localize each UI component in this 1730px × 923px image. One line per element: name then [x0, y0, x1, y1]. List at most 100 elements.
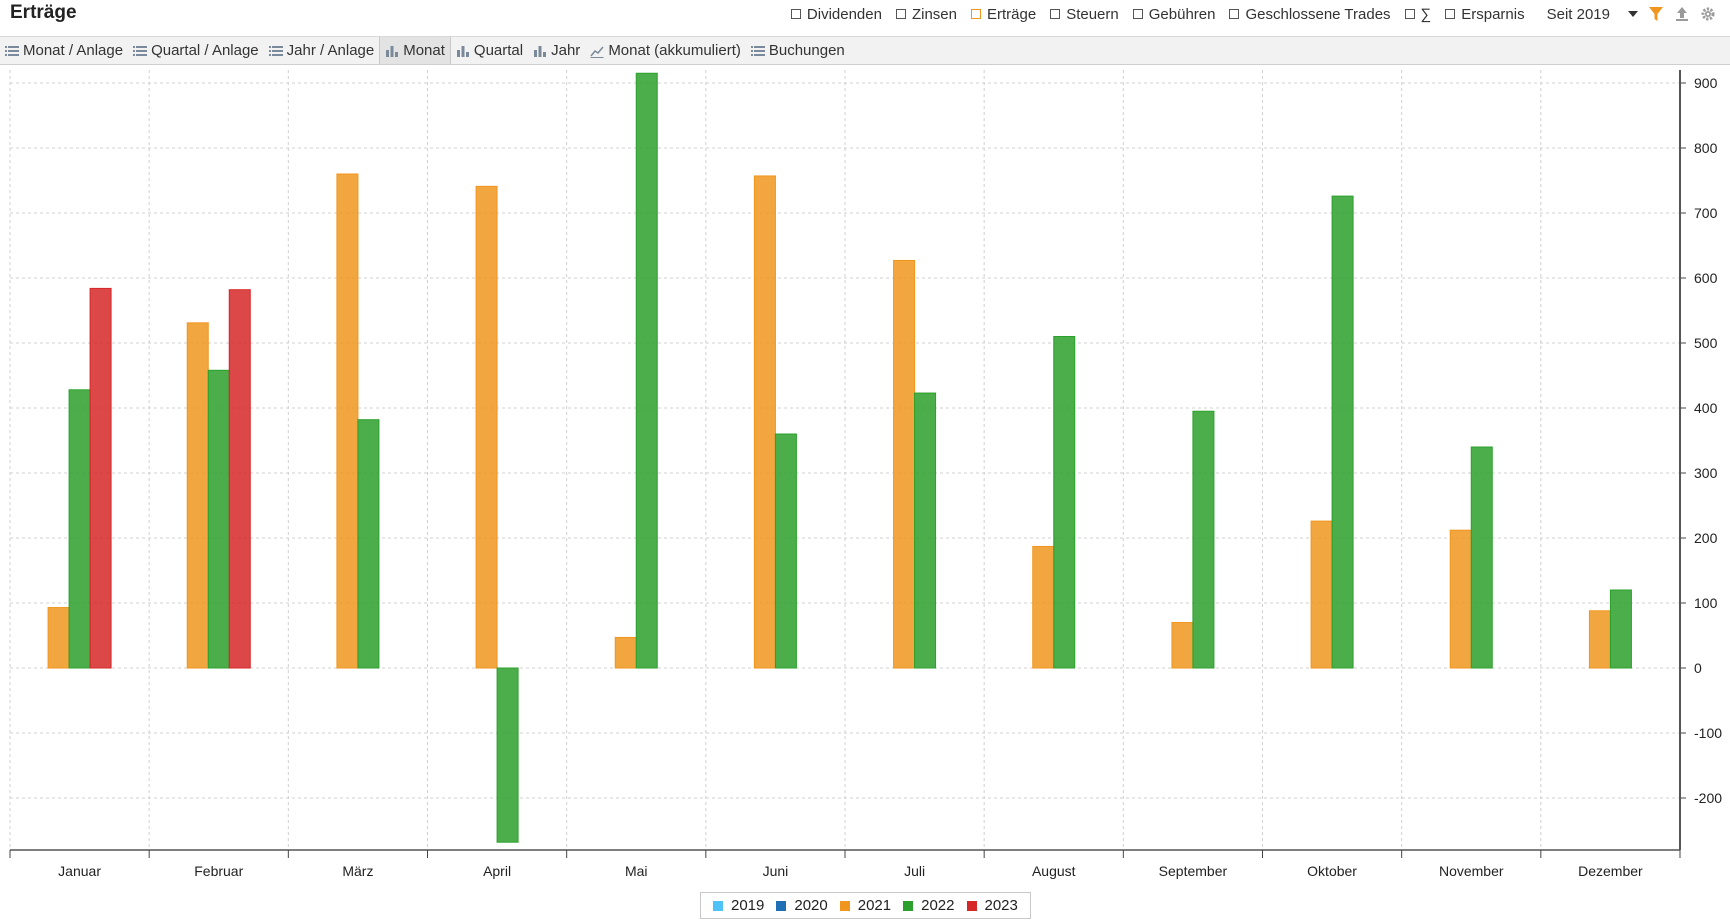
chart-legend: 2019 2020 2021 2022 2023	[700, 892, 1031, 919]
legend-label: 2019	[731, 897, 765, 914]
checkbox-dividenden[interactable]	[790, 9, 801, 19]
y-tick-label: 300	[1694, 465, 1718, 481]
legend-label: 2021	[857, 897, 892, 914]
bar-2023	[228, 289, 251, 669]
legend-item-2022[interactable]: 2022	[903, 897, 955, 914]
checkbox-steuern[interactable]	[1050, 9, 1061, 19]
bar-2022	[1053, 336, 1076, 669]
list-icon	[750, 45, 765, 56]
list-icon	[5, 45, 19, 56]
checkbox-zinsen[interactable]	[895, 9, 906, 19]
bar-2021	[475, 185, 498, 669]
tab-quartal-anlage[interactable]: Quartal / Anlage	[128, 37, 264, 64]
tab-monat-akkumuliert[interactable]: Monat (akkumuliert)	[585, 37, 746, 64]
legend-label: 2022	[921, 897, 955, 914]
legend-swatch	[839, 900, 850, 911]
x-tick-label: Mai	[625, 863, 648, 879]
x-tick-label: März	[342, 863, 373, 879]
bar-chart-icon	[456, 45, 469, 57]
x-tick-label: Januar	[58, 863, 101, 879]
tab-label: Jahr / Anlage	[286, 42, 375, 59]
filter-steuern[interactable]: Steuern	[1050, 6, 1119, 23]
tab-jahr-anlage[interactable]: Jahr / Anlage	[264, 37, 380, 64]
filter-ertraege[interactable]: Erträge	[971, 6, 1036, 23]
tab-label: Monat	[403, 42, 445, 59]
y-tick-label: 800	[1694, 140, 1718, 156]
view-tab-bar: Monat / Anlage Quartal / Anlage Jahr / A…	[0, 36, 1730, 65]
page-title: Erträge	[10, 2, 77, 23]
tab-label: Buchungen	[768, 42, 845, 59]
list-icon	[268, 45, 283, 56]
bar-chart-icon	[386, 45, 399, 57]
tab-quartal[interactable]: Quartal	[451, 37, 528, 64]
bar-2022	[357, 419, 380, 669]
filter-geschlossene-trades[interactable]: Geschlossene Trades	[1229, 6, 1391, 23]
tab-label: Quartal	[473, 42, 524, 59]
legend-item-2023[interactable]: 2023	[966, 897, 1018, 914]
filter-gebuehren[interactable]: Gebühren	[1132, 5, 1216, 23]
bar-2023	[89, 287, 112, 669]
filter-label: Gebühren	[1148, 5, 1216, 23]
legend-label: 2023	[984, 897, 1018, 914]
bar-2021	[1032, 545, 1055, 669]
tab-label: Monat / Anlage	[23, 42, 124, 59]
y-tick-label: 0	[1694, 660, 1702, 676]
x-tick-label: Februar	[194, 863, 243, 879]
x-tick-label: Juli	[904, 863, 925, 879]
filter-zinsen[interactable]: Zinsen	[895, 5, 957, 23]
bar-2022	[1331, 195, 1354, 669]
bar-2021	[186, 322, 209, 669]
legend-swatch	[713, 900, 723, 911]
checkbox-geschlossene-trades[interactable]	[1229, 9, 1240, 19]
bar-2022	[1192, 410, 1215, 669]
checkbox-sum[interactable]	[1404, 9, 1415, 19]
x-tick-label: November	[1439, 863, 1504, 879]
filter-label: ∑	[1420, 5, 1432, 23]
y-tick-label: 200	[1694, 530, 1718, 546]
legend-swatch	[903, 900, 914, 911]
tab-monat[interactable]: Monat	[379, 37, 451, 64]
bar-2022	[207, 369, 230, 669]
checkbox-ersparnis[interactable]	[1445, 9, 1456, 19]
bar-2021	[1588, 610, 1611, 669]
filter-ersparnis[interactable]: Ersparnis	[1445, 5, 1525, 23]
filter-sum[interactable]: ∑	[1404, 5, 1432, 23]
filter-dividenden[interactable]: Dividenden	[790, 5, 882, 23]
checkbox-ertraege[interactable]	[971, 9, 981, 19]
legend-item-2019[interactable]: 2019	[713, 897, 764, 914]
bar-chart-icon	[534, 45, 547, 57]
y-tick-label: -200	[1694, 790, 1722, 806]
y-tick-label: 400	[1694, 400, 1718, 416]
legend-label: 2020	[794, 897, 828, 914]
chevron-down-icon[interactable]	[1628, 11, 1638, 17]
y-tick-label: 700	[1694, 205, 1718, 221]
tab-label: Jahr	[551, 42, 581, 59]
bar-2021	[1171, 622, 1194, 669]
bar-2021	[753, 175, 776, 669]
legend-item-2020[interactable]: 2020	[776, 897, 828, 914]
tab-monat-anlage[interactable]: Monat / Anlage	[0, 37, 128, 64]
y-tick-label: -100	[1694, 725, 1722, 741]
x-tick-label: Dezember	[1578, 863, 1643, 879]
tab-label: Monat (akkumuliert)	[608, 42, 741, 59]
bar-2021	[614, 636, 637, 669]
settings-icon[interactable]	[1700, 5, 1716, 23]
list-icon	[133, 45, 148, 56]
bar-2022	[914, 392, 937, 669]
filter-label: Dividenden	[806, 5, 882, 23]
period-selector[interactable]: Seit 2019	[1546, 5, 1610, 23]
bar-chart: -200 -100 0 100 200 300 400 500 600 700 800 900 Janu…	[9, 70, 1722, 879]
tab-jahr[interactable]: Jahr	[528, 37, 585, 64]
checkbox-gebuehren[interactable]	[1132, 9, 1143, 19]
tab-buchungen[interactable]: Buchungen	[746, 37, 850, 64]
legend-item-2021[interactable]: 2021	[839, 897, 892, 914]
filter-label: Zinsen	[911, 5, 957, 23]
bar-2022	[1470, 446, 1493, 669]
y-tick-label: 100	[1694, 595, 1718, 611]
line-chart-icon	[590, 46, 604, 58]
legend-swatch	[776, 900, 787, 911]
bar-2022	[1609, 589, 1632, 669]
filter-label: Ersparnis	[1461, 5, 1525, 23]
filter-icon[interactable]	[1648, 5, 1664, 23]
export-icon[interactable]	[1674, 5, 1690, 23]
